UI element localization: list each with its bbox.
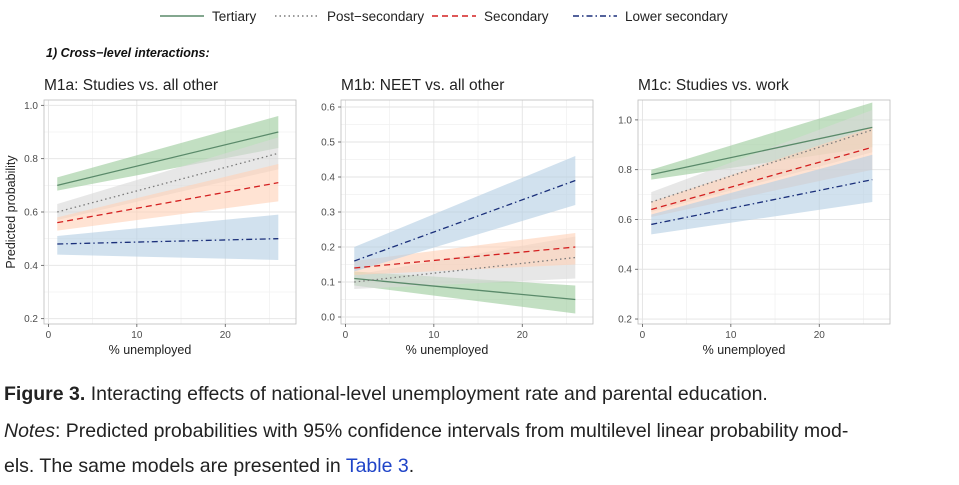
ci-ribbon-post-secondary [57,137,279,220]
panel-title: M1b: NEET vs. all other [341,77,504,94]
panel-1: M1a: Studies vs. all other 0.2 0.4 0.6 0.8 1.… [4,77,297,357]
y-tick-label: 0.8 [24,154,38,165]
figure-notes-continued: els. The same models are presented in Ta… [4,449,414,483]
ci-ribbon-secondary [57,164,279,231]
series-line-post-secondary [354,256,576,283]
figure-caption-text: Interacting effects of national-level un… [85,383,768,405]
legend: Tertiary Post−secondary Secondary Lower sec… [160,9,728,24]
x-axis-label: % unemployed [703,343,786,357]
x-tick-label: 10 [428,330,440,341]
y-tick-label: 0.4 [321,173,335,184]
x-tick-label: 0 [343,330,349,341]
figure-3: Tertiary Post−secondary Secondary Lower sec… [4,9,891,357]
figure-caption: Figure 3. Interacting effects of nationa… [4,377,768,411]
notes-text: : Predicted probabilities with 95% confi… [54,420,849,442]
y-tick-label: 0.6 [24,208,38,219]
panel-title: M1a: Studies vs. all other [44,77,218,94]
panel-2: M1b: NEET vs. all other 0.0 0.1 0.2 0.3 0.4 0.… [321,77,594,357]
series-line-tertiary [651,126,873,176]
panel-3: M1c: Studies vs. work 0.2 0.4 0.6 0.8 1.0 0 10 2… [618,77,891,357]
figure-notes: Notes: Predicted probabilities with 95% … [4,414,848,448]
ci-ribbon-secondary [651,127,873,217]
x-axis-label: % unemployed [406,343,489,357]
y-tick-label: 0.2 [321,243,335,254]
x-tick-label: 20 [220,330,232,341]
y-tick-label: 0.4 [24,261,38,272]
series-line-lower-secondary [57,238,279,245]
x-tick-label: 20 [814,330,826,341]
x-tick-label: 10 [131,330,143,341]
x-tick-label: 0 [640,330,646,341]
notes-text-continued: els. The same models are presented in [4,455,346,477]
y-tick-label: 0.0 [321,313,335,324]
ci-ribbon-lower-secondary [651,154,873,235]
series-line-tertiary [57,131,279,186]
legend-label-post-secondary: Post−secondary [327,9,424,24]
figure-label: Figure 3. [4,383,86,405]
panel-title: M1c: Studies vs. work [638,77,789,94]
series-line-secondary [354,246,576,269]
y-tick-label: 0.6 [618,215,632,226]
legend-label-lower-secondary: Lower secondary [625,9,728,24]
section-title: 1) Cross−level interactions: [46,46,210,60]
legend-label-secondary: Secondary [484,9,549,24]
ci-ribbon-lower-secondary [57,214,279,260]
table-3-link[interactable]: Table 3 [345,455,409,477]
y-tick-label: 0.5 [321,138,335,149]
series-line-lower-secondary [651,179,873,226]
series-line-post-secondary [651,129,873,203]
y-tick-label: 0.3 [321,208,335,219]
y-tick-label: 1.0 [24,101,38,112]
series-line-tertiary [354,277,576,301]
y-tick-label: 0.1 [321,278,335,289]
x-axis-label: % unemployed [109,343,192,357]
y-tick-label: 0.4 [618,265,632,276]
y-axis-label: Predicted probability [4,155,18,269]
notes-label: Notes [4,420,55,442]
notes-text-end: . [408,455,415,477]
series-line-lower-secondary [354,179,576,262]
ci-ribbon-lower-secondary [354,156,576,272]
series-line-secondary [57,182,279,224]
x-tick-label: 10 [725,330,737,341]
y-tick-label: 0.8 [618,165,632,176]
y-tick-label: 0.2 [618,315,632,326]
y-tick-label: 0.6 [321,103,335,114]
y-tick-label: 1.0 [618,115,632,126]
ci-ribbon-secondary [354,233,576,275]
panel-border [637,99,891,325]
y-tick-label: 0.2 [24,314,38,325]
legend-label-tertiary: Tertiary [212,9,257,24]
panels: M1a: Studies vs. all other 0.2 0.4 0.6 0.8 1.… [4,77,891,357]
series-line-secondary [651,146,873,211]
x-tick-label: 20 [517,330,529,341]
ci-ribbon-tertiary [651,102,873,180]
x-tick-label: 0 [46,330,52,341]
